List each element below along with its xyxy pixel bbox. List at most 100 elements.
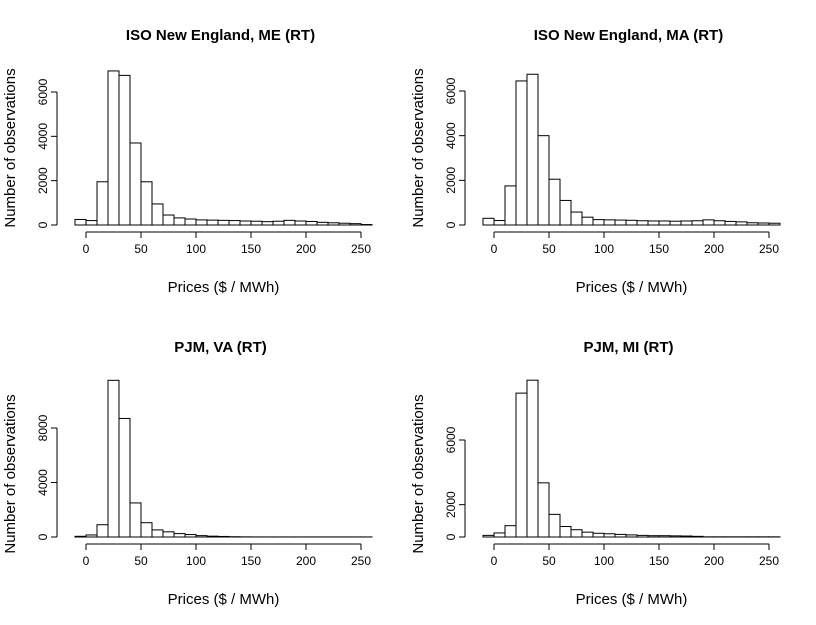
- y-tick-label: 8000: [36, 414, 50, 441]
- histogram-bar: [349, 223, 362, 226]
- y-tick-label: 0: [36, 221, 50, 228]
- histogram-bar: [724, 220, 737, 226]
- histogram-panel-2: ISO New England, MA (RT) 0 50 100 150 200 250 0…: [410, 27, 781, 296]
- x-tick-label: 50: [134, 242, 148, 256]
- x-tick-label: 150: [649, 242, 669, 256]
- histogram-bar: [647, 535, 660, 538]
- histogram-bar: [173, 533, 186, 538]
- histogram-bar: [228, 220, 241, 226]
- x-tick-label: 250: [759, 242, 779, 256]
- histogram-bar: [129, 502, 142, 538]
- histogram-bar: [603, 533, 616, 538]
- x-tick-label: 200: [704, 554, 724, 568]
- x-tick-label: 0: [83, 242, 90, 256]
- histogram-bar: [702, 219, 715, 226]
- histogram-bar: [614, 533, 627, 538]
- histogram-bar: [581, 216, 594, 226]
- histogram-bar: [647, 220, 660, 226]
- x-tick-label: 200: [296, 554, 316, 568]
- histogram-bar: [680, 220, 693, 226]
- x-tick-label: 0: [491, 242, 498, 256]
- histogram-bar: [548, 178, 561, 226]
- x-tick-label: 200: [704, 242, 724, 256]
- x-tick-label: 100: [186, 242, 206, 256]
- y-tick-label: 0: [444, 221, 458, 228]
- histogram-bar: [537, 135, 550, 226]
- x-axis-label: Prices ($ / MWh): [168, 591, 280, 608]
- y-tick-label: 2000: [444, 491, 458, 518]
- x-tick-label: 100: [186, 554, 206, 568]
- histogram-bar: [636, 534, 649, 538]
- histogram-bar: [184, 534, 197, 538]
- panel-title: ISO New England, MA (RT): [534, 27, 723, 44]
- y-axis-label: Number of observations: [410, 68, 427, 227]
- histogram-bar: [504, 525, 517, 538]
- histogram-bar: [482, 534, 495, 538]
- y-tick-label: 4000: [36, 123, 50, 150]
- histogram-bar: [74, 218, 87, 226]
- histogram-bar: [74, 535, 87, 538]
- histogram-bar: [217, 219, 230, 226]
- x-tick-label: 100: [594, 554, 614, 568]
- histogram-bar: [305, 220, 318, 226]
- histogram-bar: [746, 222, 759, 226]
- histogram-bar: [680, 535, 693, 538]
- histogram-bar: [515, 392, 528, 538]
- histogram-bar: [482, 217, 495, 226]
- x-tick-label: 250: [759, 554, 779, 568]
- histogram-bar: [327, 222, 340, 226]
- histogram-bar: [570, 211, 583, 226]
- histogram-bar: [570, 529, 583, 538]
- histogram-bar: [162, 214, 175, 226]
- histogram-bar: [691, 220, 704, 226]
- histogram-bar: [559, 525, 572, 538]
- histogram-bar: [151, 203, 164, 226]
- histogram-bar: [184, 218, 197, 226]
- histogram-bar: [526, 73, 539, 226]
- histogram-bar: [691, 535, 704, 538]
- histogram-bar: [206, 535, 219, 538]
- histogram-bar: [85, 220, 98, 226]
- x-tick-label: 200: [296, 242, 316, 256]
- histogram-bar: [217, 535, 230, 538]
- x-tick-label: 0: [83, 554, 90, 568]
- histogram-bar: [283, 219, 296, 226]
- histogram-bar: [118, 417, 131, 538]
- histogram-bar: [636, 220, 649, 226]
- x-tick-label: 0: [491, 554, 498, 568]
- histogram-bar: [614, 219, 627, 226]
- histogram-bar: [592, 532, 605, 538]
- histogram-bar: [669, 535, 682, 538]
- histogram-bar: [515, 80, 528, 226]
- histogram-bar: [206, 219, 219, 226]
- histogram-bar: [195, 535, 208, 538]
- x-axis-label: Prices ($ / MWh): [576, 279, 688, 296]
- y-tick-label: 2000: [444, 167, 458, 194]
- y-axis-label: Number of observations: [2, 394, 19, 553]
- histogram-bar: [658, 535, 671, 538]
- x-tick-label: 250: [351, 554, 371, 568]
- histogram-bar: [504, 185, 517, 226]
- histogram-bar: [735, 221, 748, 226]
- histogram-bar: [493, 220, 506, 226]
- histogram-bar: [768, 222, 781, 226]
- x-tick-label: 50: [542, 554, 556, 568]
- histogram-bar: [140, 181, 153, 226]
- histogram-bar: [658, 220, 671, 226]
- histogram-bar: [559, 199, 572, 226]
- x-tick-label: 50: [542, 242, 556, 256]
- histogram-bar: [107, 379, 120, 538]
- panel-title: ISO New England, ME (RT): [126, 27, 315, 44]
- y-tick-label: 0: [36, 533, 50, 540]
- histogram-bar: [592, 219, 605, 226]
- y-tick-label: 6000: [36, 78, 50, 105]
- histogram-bar: [162, 531, 175, 538]
- histogram-panel-3: PJM, VA (RT) 0 50 100 150 200 250 0 4000 8000 Pric…: [2, 339, 373, 608]
- histogram-bar: [140, 522, 153, 538]
- x-axis-label: Prices ($ / MWh): [168, 279, 280, 296]
- histogram-bar: [669, 220, 682, 226]
- y-tick-label: 6000: [444, 426, 458, 453]
- panel-title: PJM, MI (RT): [584, 339, 674, 356]
- histogram-bar: [96, 181, 109, 226]
